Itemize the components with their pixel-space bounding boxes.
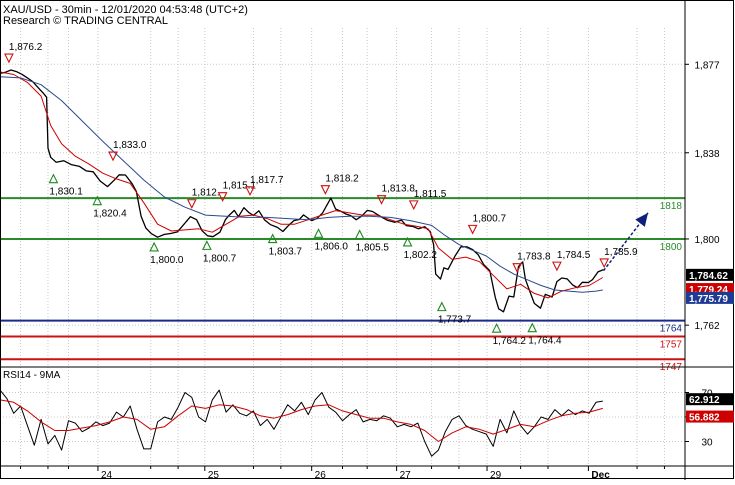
price-tag-bg (686, 268, 734, 281)
level-label-1747: 1747 (660, 362, 683, 373)
swing-high-label: 1,817.7 (250, 175, 284, 186)
swing-low-label: 1,764.4 (528, 336, 562, 347)
swing-high-marker (408, 200, 419, 211)
swing-low-marker (201, 240, 212, 250)
swing-high-marker (245, 186, 255, 197)
swing-high-marker (320, 185, 331, 195)
x-tick-label: Dec (591, 470, 610, 480)
swing-low-label: 1,805.5 (356, 242, 390, 253)
swing-high-marker (599, 258, 610, 269)
rsi-tag-label: 56.882 (689, 413, 720, 424)
swing-low-label: 1,773.7 (438, 315, 472, 326)
y-tick-label: 1,877 (694, 60, 719, 71)
swing-high-label: 1,833.0 (113, 140, 147, 151)
swing-annotations: 1,876.2 1,833.0 1,812.1,815.11,817.7 1,818.… (4, 42, 638, 347)
x-tick-label: 26 (315, 470, 327, 480)
level-label-1800: 1800 (660, 242, 683, 253)
y-tick-label: 1,838 (694, 149, 719, 160)
swing-low-marker (402, 236, 413, 247)
swing-high-label: 1,813.8 (382, 184, 416, 195)
swing-high-marker (4, 53, 14, 64)
swing-low-marker (313, 228, 324, 238)
price-tag-bg (686, 291, 734, 304)
rsi-y-tick-label: 30 (701, 438, 713, 449)
level-label-1757: 1757 (660, 340, 683, 351)
ma-red-line (0, 71, 604, 299)
swing-low-label: 1,802.2 (404, 250, 438, 261)
swing-low-marker (92, 195, 103, 206)
swing-low-marker (267, 233, 278, 244)
chart-title: XAU/USD - 30min - 12/01/2020 04:53:48 (U… (3, 4, 248, 16)
rsi-title: RSI14 - 9MA (3, 370, 61, 381)
swing-high-marker (217, 192, 228, 202)
swing-low-label: 1,820.4 (93, 209, 127, 220)
y-tick-label: 1,762 (694, 321, 719, 332)
projection-arrowhead (635, 212, 649, 227)
rsi-tag-bg (686, 393, 734, 406)
horizontal-levels: 1818 1800 1764 1757 1747 (0, 197, 685, 373)
swing-low-marker (354, 229, 365, 240)
swing-high-label: 1,812. (192, 188, 220, 199)
swing-low-marker (527, 322, 538, 333)
level-label-1764: 1764 (660, 324, 683, 335)
rsi-ma-line (0, 399, 603, 442)
swing-high-label: 1,818.2 (325, 174, 359, 185)
rsi-series (0, 389, 603, 457)
swing-low-label: 1,803.7 (269, 247, 303, 258)
swing-high-marker (186, 199, 197, 209)
swing-high-label: 1,811.5 (414, 189, 447, 200)
price-tag-label: 1,775.79 (689, 294, 728, 305)
swing-high-marker (376, 195, 387, 205)
swing-high-marker (512, 263, 523, 273)
swing-high-marker (552, 261, 562, 272)
price-tag-label: 1,779.24 (689, 285, 728, 296)
price-tags: 1,784.62 1,779.241,775.79 62.912 56.882 (686, 268, 734, 424)
swing-high-label: 1,785.9 (604, 247, 638, 258)
swing-high-marker (467, 224, 478, 235)
price-tag-label: 1,784.62 (689, 271, 728, 282)
y-tick-label: 1,800 (694, 235, 719, 246)
swing-low-label: 1,800.7 (203, 253, 237, 264)
x-tick-label: 29 (490, 470, 502, 480)
swing-high-label: 1,876.2 (9, 42, 43, 53)
swing-high-label: 1,784.5 (557, 250, 591, 261)
swing-low-label: 1,830.1 (49, 187, 83, 198)
swing-high-label: 1,800.7 (473, 213, 507, 224)
x-tick-label: 27 (400, 470, 412, 480)
rsi-tag-bg (686, 410, 734, 423)
x-tick-label: 24 (101, 470, 113, 480)
swing-low-marker (149, 241, 160, 252)
swing-high-label: 1,783.8 (517, 252, 551, 263)
swing-low-label: 1,800.0 (150, 255, 184, 266)
x-tick-label: 25 (208, 470, 220, 480)
swing-low-label: 1,806.0 (315, 241, 349, 252)
level-label-1818: 1818 (660, 201, 683, 212)
chart-subtitle: Research © TRADING CENTRAL (3, 15, 168, 27)
grid (0, 28, 685, 466)
swing-low-marker (436, 301, 447, 312)
swing-low-marker (48, 173, 59, 184)
swing-low-marker (491, 322, 502, 333)
rsi-tag-label: 62.912 (689, 395, 720, 406)
swing-low-label: 1,764.2 (493, 336, 527, 347)
swing-high-label: 1,815.1 (223, 181, 257, 192)
swing-high-marker (108, 151, 118, 162)
